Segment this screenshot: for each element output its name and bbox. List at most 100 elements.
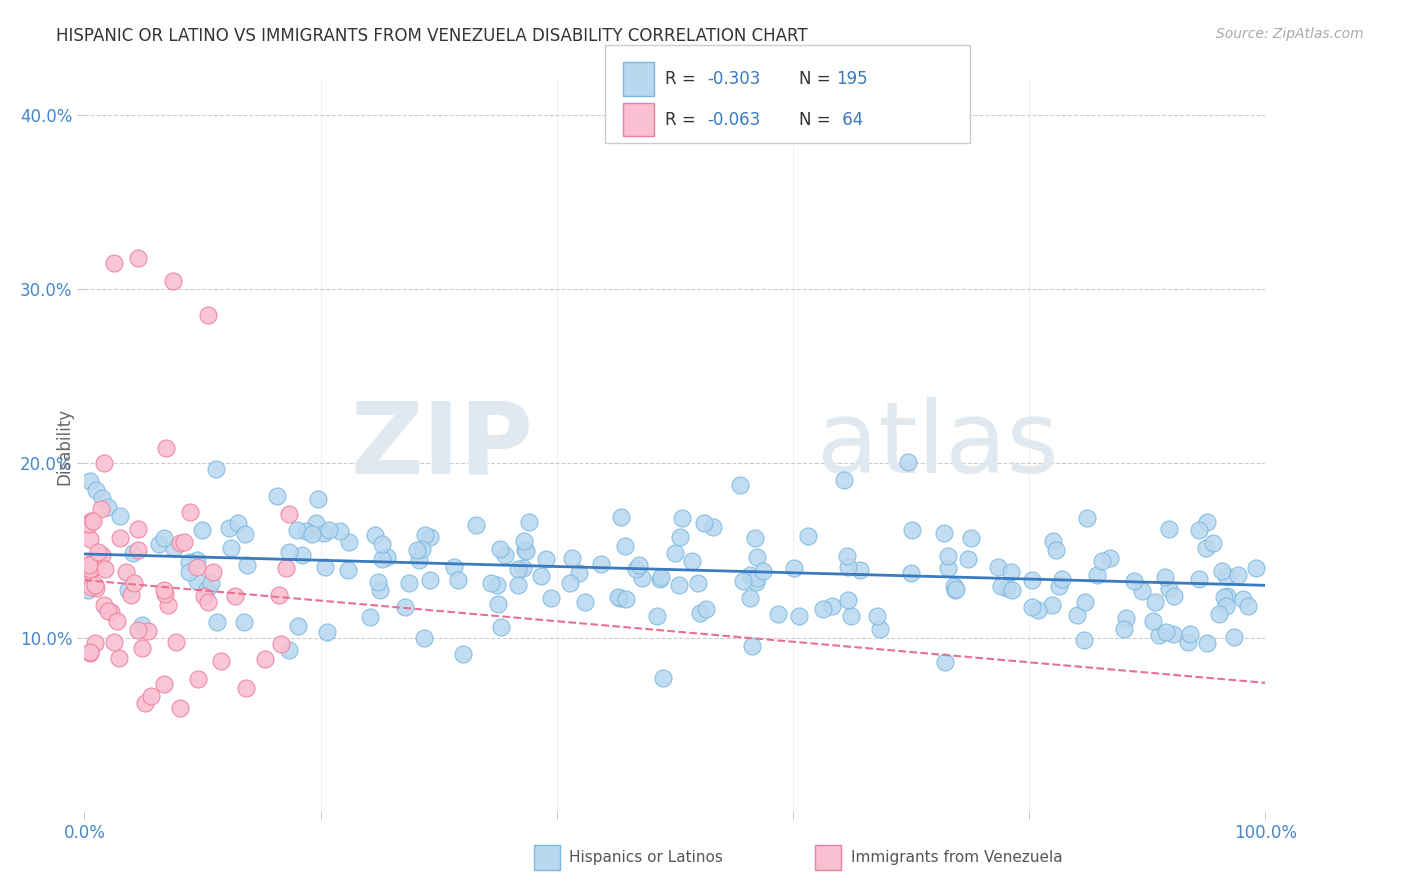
Point: [169, 701, 191, 715]
Point: [195, 582, 218, 596]
Point: [235, 681, 257, 695]
Point: [693, 516, 716, 530]
Point: [512, 534, 534, 549]
Point: [186, 560, 208, 574]
Point: [574, 595, 596, 609]
Point: [1223, 630, 1246, 644]
Point: [1099, 551, 1122, 566]
Point: [1213, 590, 1236, 604]
Point: [77, 583, 100, 598]
Point: [277, 507, 299, 521]
Point: [821, 599, 844, 613]
Point: [752, 564, 775, 578]
Point: [664, 546, 686, 560]
Point: [465, 517, 488, 532]
Point: [79, 562, 101, 576]
Point: [451, 647, 474, 661]
Point: [370, 537, 392, 551]
Point: [1042, 534, 1064, 549]
Point: [79, 557, 101, 571]
Point: [84, 578, 107, 592]
Point: [1045, 543, 1067, 558]
Point: [589, 557, 612, 571]
Point: [1211, 564, 1233, 578]
Point: [766, 607, 789, 622]
Point: [745, 571, 768, 585]
Text: Source: ZipAtlas.com: Source: ZipAtlas.com: [1216, 27, 1364, 41]
Point: [1163, 589, 1185, 603]
Point: [671, 511, 693, 525]
Point: [77, 558, 100, 572]
Point: [97, 500, 120, 514]
Point: [1143, 595, 1166, 609]
Point: [84, 560, 107, 574]
Point: [614, 539, 637, 553]
Point: [131, 618, 153, 632]
Point: [1091, 554, 1114, 568]
Point: [79, 474, 101, 488]
Point: [193, 589, 215, 603]
Point: [811, 601, 834, 615]
Point: [1130, 583, 1153, 598]
Point: [97, 604, 120, 618]
Point: [318, 523, 340, 537]
Point: [197, 309, 219, 323]
Point: [127, 522, 149, 536]
Point: [1188, 523, 1211, 537]
Point: [1244, 561, 1267, 575]
Point: [187, 672, 209, 686]
Point: [166, 635, 188, 649]
Point: [314, 526, 336, 541]
Point: [731, 574, 754, 588]
Y-axis label: Disability: Disability: [55, 408, 73, 484]
Point: [508, 562, 530, 576]
Point: [94, 562, 117, 576]
Point: [688, 576, 710, 591]
Point: [359, 610, 381, 624]
Point: [276, 561, 298, 575]
Text: N =: N =: [799, 111, 835, 128]
Point: [943, 579, 966, 593]
Point: [190, 524, 212, 538]
Point: [561, 551, 583, 566]
Point: [936, 561, 959, 575]
Text: atlas: atlas: [817, 398, 1059, 494]
Point: [624, 562, 647, 576]
Point: [797, 529, 820, 543]
Point: [1000, 566, 1022, 580]
Point: [614, 592, 637, 607]
Point: [156, 598, 179, 612]
Point: [695, 602, 717, 616]
Point: [375, 550, 398, 565]
Point: [689, 606, 711, 620]
Point: [745, 549, 768, 564]
Point: [84, 483, 107, 497]
Point: [900, 523, 922, 537]
Point: [1232, 591, 1254, 606]
Text: 195: 195: [837, 70, 868, 88]
Point: [173, 535, 195, 549]
Point: [91, 548, 114, 562]
Text: -0.063: -0.063: [707, 111, 761, 128]
Point: [558, 576, 581, 591]
Point: [832, 474, 855, 488]
Point: [849, 563, 872, 577]
Point: [394, 599, 416, 614]
Point: [957, 552, 980, 566]
Point: [628, 558, 651, 572]
Point: [179, 505, 201, 519]
Point: [364, 528, 387, 542]
Point: [337, 563, 360, 577]
Point: [285, 523, 308, 537]
Point: [93, 456, 115, 470]
Point: [1026, 602, 1049, 616]
Point: [530, 568, 553, 582]
Point: [337, 534, 360, 549]
Point: [1208, 607, 1230, 621]
Point: [960, 531, 983, 545]
Point: [413, 631, 436, 645]
Point: [197, 595, 219, 609]
Point: [77, 517, 100, 532]
Point: [738, 591, 761, 606]
Point: [1161, 627, 1184, 641]
